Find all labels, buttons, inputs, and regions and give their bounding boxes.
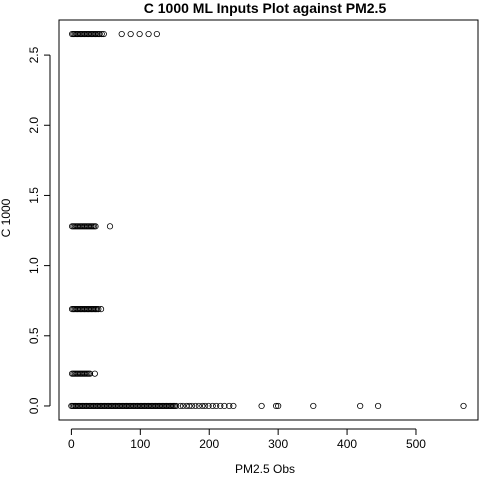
- y-tick-label: 0.5: [27, 327, 41, 344]
- data-point: [179, 402, 187, 410]
- data-point: [374, 402, 382, 410]
- data-point: [460, 402, 467, 410]
- x-tick-label: 0: [68, 437, 75, 451]
- data-point: [192, 402, 199, 410]
- plot-frame: [58, 19, 479, 421]
- x-tick-label: 200: [199, 437, 219, 451]
- data-point: [202, 402, 209, 410]
- data-point: [127, 30, 134, 38]
- data-point: [186, 402, 193, 410]
- x-axis-label: PM2.5 Obs: [235, 462, 295, 476]
- data-point: [136, 30, 143, 38]
- x-axis: 0 100 200 300 400 500: [68, 428, 426, 451]
- data-point: [199, 402, 206, 410]
- y-axis: 0.0 0.5 1.0 1.5 2.0 2.5: [27, 46, 51, 414]
- y-tick-label: 0.0: [27, 397, 41, 414]
- x-tick-label: 500: [406, 437, 426, 451]
- data-point: [258, 402, 265, 410]
- data-point: [221, 402, 228, 410]
- chart-title: C 1000 ML Inputs Plot against PM2.5: [144, 0, 387, 16]
- data-point: [230, 402, 237, 410]
- data-point: [96, 30, 103, 38]
- data-point: [188, 402, 196, 410]
- data-point: [213, 402, 220, 410]
- y-tick-label: 2.0: [27, 117, 41, 134]
- data-point: [275, 402, 282, 410]
- y-tick-label: 2.5: [27, 46, 41, 63]
- data-point: [100, 30, 107, 38]
- data-point: [106, 223, 114, 230]
- data-point: [357, 402, 364, 410]
- y-tick-label: 1.0: [27, 257, 41, 274]
- data-point: [195, 402, 202, 410]
- data-point: [145, 30, 152, 38]
- y-tick-label: 1.5: [27, 187, 41, 204]
- data-point: [217, 402, 224, 410]
- data-point: [177, 402, 184, 410]
- data-point: [97, 306, 105, 313]
- x-tick-label: 300: [268, 437, 288, 451]
- x-tick-label: 400: [337, 437, 357, 451]
- data-point: [173, 402, 180, 410]
- data-point: [226, 402, 233, 410]
- data-point: [153, 30, 160, 38]
- data-point: [272, 402, 280, 410]
- y-axis-label: C 1000: [0, 198, 13, 237]
- data-point: [98, 30, 105, 38]
- data-point: [92, 223, 99, 230]
- data-point: [91, 370, 98, 377]
- data-points: [68, 30, 467, 410]
- data-point: [209, 402, 216, 410]
- data-point: [118, 30, 125, 38]
- data-point: [205, 402, 212, 410]
- data-point: [86, 370, 94, 377]
- x-tick-label: 100: [130, 437, 150, 451]
- data-point: [95, 306, 102, 313]
- data-point: [310, 402, 317, 410]
